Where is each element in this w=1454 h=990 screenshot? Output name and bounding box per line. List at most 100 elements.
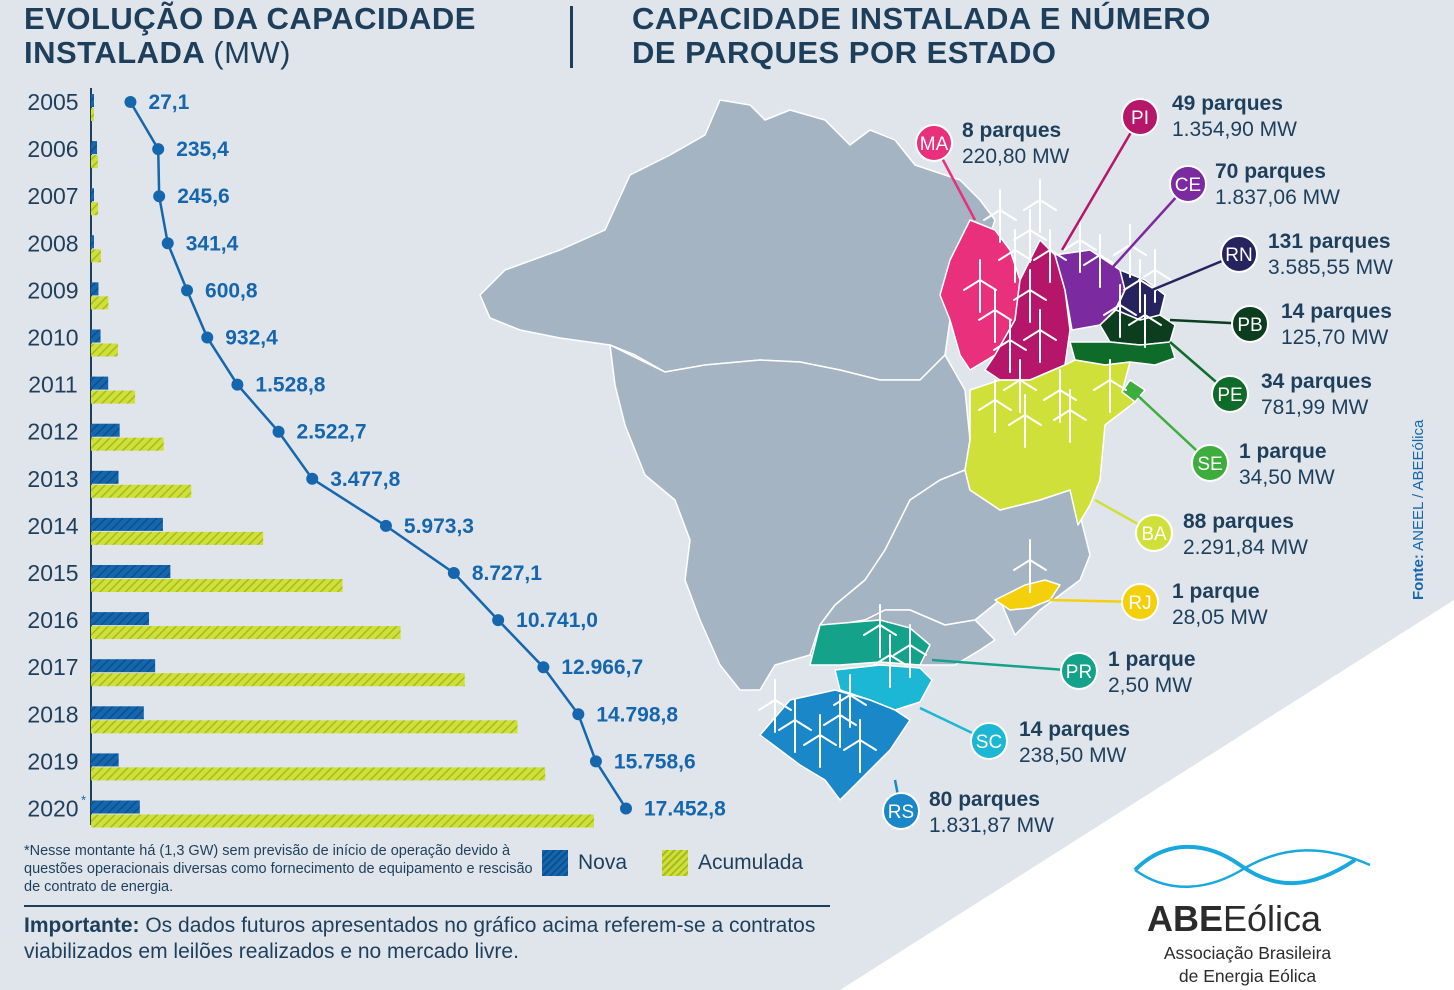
bar-acumulada: [91, 343, 118, 357]
value-label: 932,4: [225, 327, 278, 350]
logo-sub-line1: Associação Brasileira: [1163, 943, 1332, 963]
logo-brand-bold: ABE: [1147, 898, 1224, 939]
acumulada-point: [447, 567, 460, 579]
wind-turbine-icon: [1023, 309, 1057, 363]
acumulada-point: [379, 519, 392, 532]
wind-turbine-icon: [1083, 234, 1117, 288]
state-badge: [970, 722, 1008, 760]
footnote: *Nesse montante há (1,3 GW) sem previsão…: [24, 843, 533, 895]
acumulada-point: [201, 331, 214, 344]
state-code: CE: [1175, 175, 1201, 196]
value-label: 341,4: [186, 232, 239, 255]
logo-brand: ABEEólica: [1147, 898, 1321, 940]
bar-nova: [91, 753, 119, 767]
state-mw: 125,70 MW: [1281, 326, 1389, 349]
value-label: 5.973,3: [404, 515, 474, 538]
state-code: RS: [888, 802, 914, 823]
acumulada-point: [306, 472, 319, 485]
bar-nova: [91, 282, 99, 296]
acumulada-point: [589, 755, 602, 768]
bar-acumulada: [91, 626, 401, 640]
value-label: 10.741,0: [516, 609, 598, 632]
state-mw: 1.831,87 MW: [929, 814, 1054, 837]
wind-turbine-icon: [843, 719, 877, 773]
left-title-line2: INSTALADA (MW): [24, 36, 564, 70]
wind-turbine-icon: [823, 694, 857, 748]
year-label: 2009: [27, 277, 78, 303]
value-label: 245,6: [177, 185, 230, 208]
wind-turbine-icon: [893, 624, 927, 678]
leader-line: [931, 658, 1080, 673]
left-title-bold: INSTALADA: [24, 35, 205, 70]
bar-acumulada: [91, 673, 465, 687]
state-badge: [1220, 235, 1258, 273]
state-badge: [1121, 583, 1159, 621]
state-mw: 1.354,90 MW: [1172, 118, 1297, 141]
bar-acumulada: [91, 484, 192, 498]
bar-acumulada: [91, 296, 109, 310]
legend-acumulada: Acumulada: [662, 850, 803, 876]
state-badge: [1191, 444, 1229, 482]
bar-nova: [91, 565, 171, 578]
state-parques: 34 parques: [1261, 370, 1372, 393]
wind-turbine-icon: [1023, 179, 1057, 233]
year-label: 2013: [27, 466, 78, 492]
wind-turbine-icon: [983, 189, 1017, 243]
bar-acumulada: [91, 108, 94, 121]
wind-turbine-icon: [993, 319, 1027, 373]
year-label: 2008: [27, 230, 78, 256]
bar-nova: [91, 94, 94, 107]
wind-turbine-icon: [873, 634, 907, 688]
acumulada-point: [620, 802, 632, 815]
wind-turbine-icon: [1128, 294, 1162, 348]
state-parques: 14 parques: [1281, 300, 1392, 323]
value-label: 2.522,7: [297, 421, 367, 444]
left-title-unit: (MW): [213, 35, 292, 70]
acumulada-point: [492, 614, 505, 627]
source-label: Fonte:: [1410, 554, 1427, 600]
state-mw: 2.291,84 MW: [1183, 536, 1308, 559]
wind-turbine-icon: [778, 699, 812, 753]
bar-nova: [91, 423, 120, 437]
wind-turbine-icon: [1138, 249, 1172, 303]
wind-turbine-icon: [963, 259, 997, 313]
state-parques: 70 parques: [1215, 160, 1326, 183]
bar-nova: [91, 329, 101, 343]
state-mw: 1.837,06 MW: [1215, 186, 1340, 209]
year-footnote-mark: *: [81, 793, 86, 808]
state-code: PE: [1217, 385, 1242, 406]
state-parques: 1 parque: [1108, 648, 1196, 671]
state-badge: [1231, 305, 1269, 343]
bar-acumulada: [91, 767, 546, 781]
logo-subtitle: Associação Brasileira de Energia Eólica: [1125, 942, 1370, 988]
state-badge: [1060, 652, 1098, 690]
logo-wave-icon: [1133, 844, 1371, 888]
acumulada-point: [272, 425, 285, 438]
source-note: Fonte: ANEEL / ABEEólica: [1410, 420, 1427, 600]
bar-nova: [91, 659, 156, 673]
wind-turbine-icon: [1013, 269, 1047, 323]
value-label: 12.966,7: [561, 656, 643, 679]
left-title-line1: EVOLUÇÃO DA CAPACIDADE: [24, 1, 476, 36]
map-state-PR: [809, 619, 931, 666]
year-label: 2011: [28, 372, 77, 398]
map-state-BA: [964, 359, 1136, 526]
source-text: ANEEL / ABEEólica: [1410, 419, 1427, 551]
bar-acumulada: [91, 531, 264, 545]
bar-acumulada: [91, 437, 164, 451]
wind-turbine-icon: [1033, 229, 1067, 283]
brazil-map: MA PI CE RN PB PE SE BA RJ PR SC RS: [479, 98, 1269, 830]
year-label: 2019: [27, 748, 78, 774]
important-text: Os dados futuros apresentados no gráfico…: [24, 914, 816, 963]
state-parques: 1 parque: [1239, 440, 1327, 463]
bar-acumulada: [91, 390, 136, 404]
state-parques: 8 parques: [962, 119, 1062, 142]
value-label: 15.758,6: [614, 750, 696, 773]
important-note: Importante: Os dados futuros apresentado…: [24, 913, 824, 965]
state-mw: 220,80 MW: [962, 145, 1070, 168]
wind-turbine-icon: [1103, 284, 1137, 338]
state-parques: 1 parque: [1172, 580, 1260, 603]
state-badge: [1169, 165, 1207, 203]
important-label: Importante:: [24, 914, 140, 937]
value-label: 600,8: [205, 279, 258, 302]
